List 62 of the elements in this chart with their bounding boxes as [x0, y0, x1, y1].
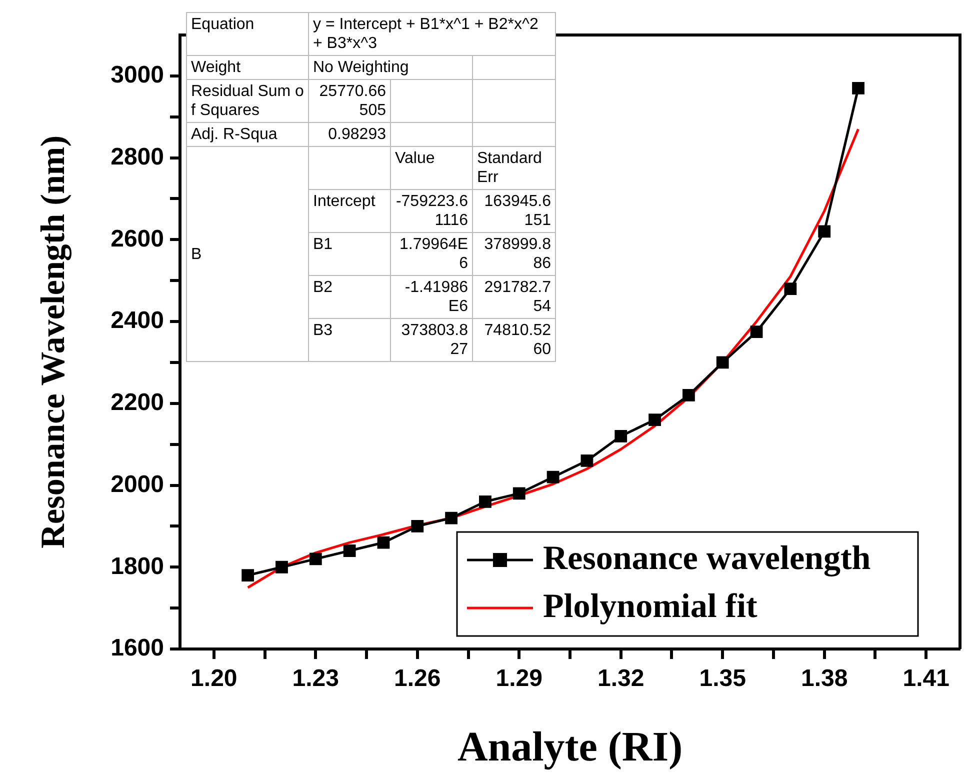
point — [445, 512, 458, 524]
y-tick-label: 2400 — [110, 307, 164, 334]
annotation: B — [186, 146, 308, 362]
annotation: 373803.827 — [390, 318, 472, 362]
point — [750, 326, 763, 338]
annotation: B1 — [308, 232, 390, 276]
point — [614, 430, 628, 442]
y-tick-label: 2600 — [110, 225, 164, 252]
x-tick-label: 1.29 — [496, 665, 542, 692]
point — [580, 454, 594, 467]
annotation: 74810.5260 — [472, 318, 556, 362]
annotation: y = Intercept + B1*x^1 + B2*x^2 + B3*x^3 — [308, 12, 556, 56]
point — [784, 282, 797, 295]
y-tick-label: 3000 — [110, 62, 164, 89]
y-tick-label: 2800 — [110, 143, 164, 170]
annotation: 0.98293 — [308, 122, 390, 146]
point — [682, 389, 695, 402]
legend-label: Resonance wavelength — [543, 540, 871, 577]
annotation: 378999.886 — [472, 232, 556, 276]
annotation: 291782.754 — [472, 276, 556, 318]
annotation: 163945.6151 — [472, 190, 556, 232]
x-tick-label: 1.23 — [292, 665, 340, 692]
point — [411, 520, 424, 532]
annotation: Residual Sum of Squares — [186, 80, 308, 122]
annotation: -1.41986E6 — [390, 276, 472, 318]
annotation: Value — [390, 146, 472, 190]
annotation: Adj. R-Squa — [186, 122, 308, 146]
y-tick-label: 2200 — [110, 389, 164, 416]
y-tick-label: 2000 — [110, 470, 164, 498]
annotation: B2 — [308, 276, 390, 318]
legend-label: Plolynomial fit — [543, 588, 758, 625]
x-tick-label: 1.26 — [394, 665, 441, 692]
x-tick-label: 1.35 — [699, 665, 746, 692]
annotation: 1.79964E6 — [390, 232, 472, 276]
annotation: Intercept — [308, 190, 390, 232]
annotation: -759223.61116 — [390, 190, 472, 232]
point — [818, 225, 831, 238]
x-tick-label: 1.41 — [902, 665, 950, 692]
point — [716, 356, 729, 369]
text: Equation — [191, 16, 254, 33]
annotation: B3 — [308, 318, 390, 362]
point — [648, 414, 661, 426]
y-tick-label: 1600 — [110, 634, 164, 662]
y-axis-title: Resonance Wavelength (nm) — [35, 135, 72, 549]
x-tick-label: 1.32 — [598, 665, 644, 692]
annotation: Standard Err — [472, 146, 556, 190]
annotation: 25770.66505 — [308, 80, 390, 122]
point — [479, 495, 492, 508]
point — [309, 552, 322, 566]
point — [276, 560, 288, 574]
annotation: Weight — [186, 56, 308, 80]
point — [377, 536, 390, 549]
point — [512, 487, 526, 500]
point — [546, 470, 560, 484]
x-axis-title: Analyte (RI) — [457, 724, 683, 771]
y-tick-label: 1800 — [110, 552, 164, 580]
point — [242, 569, 254, 582]
annotation: No Weighting — [308, 56, 472, 80]
point — [343, 544, 356, 557]
point — [852, 82, 864, 94]
x-tick-label: 1.20 — [190, 665, 238, 692]
x-tick-label: 1.38 — [800, 665, 848, 692]
